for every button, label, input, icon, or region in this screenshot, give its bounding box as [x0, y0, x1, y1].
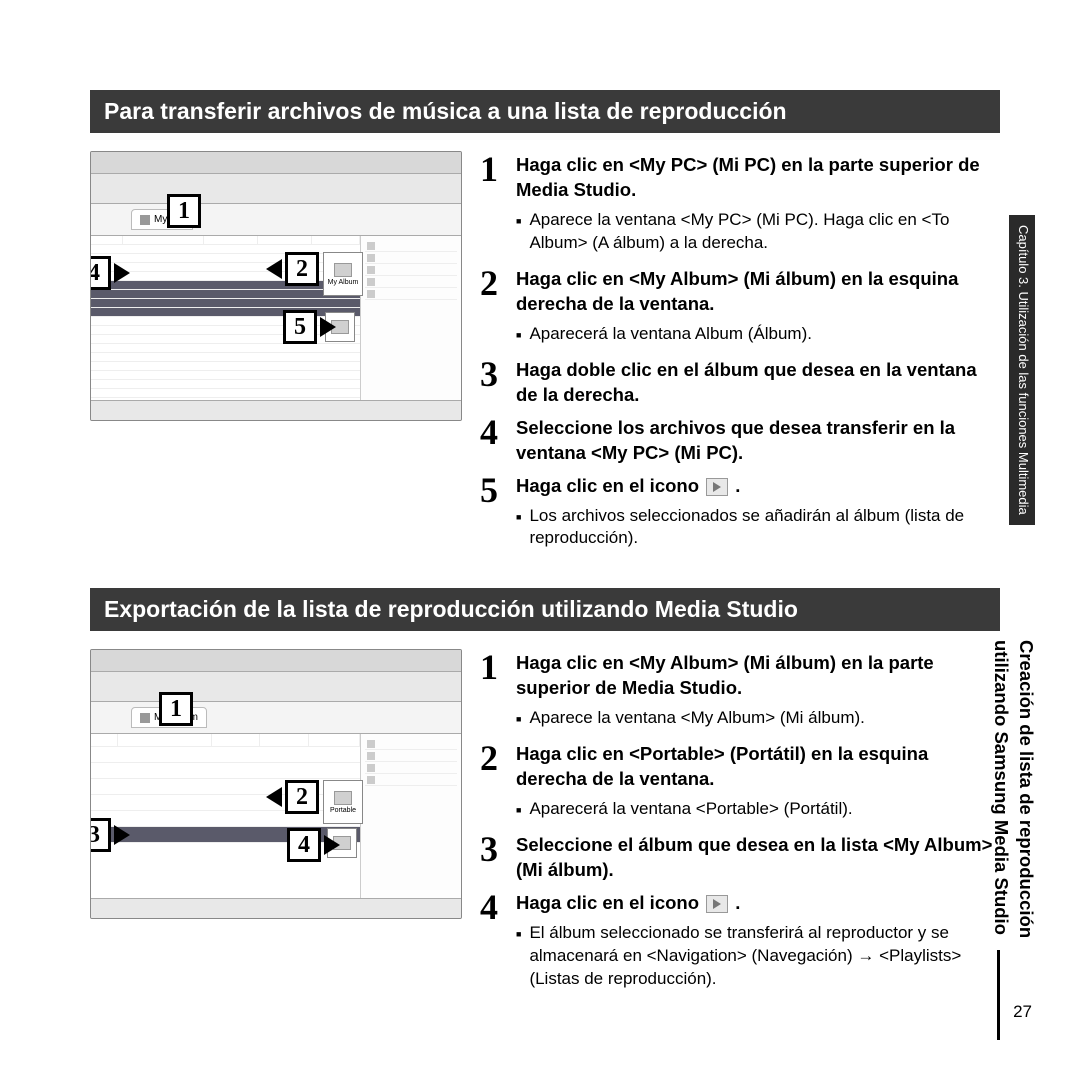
step-number: 3 — [480, 831, 506, 883]
step-number: 2 — [480, 265, 506, 350]
step-sublist: Aparecerá la ventana Album (Álbum). — [516, 323, 1000, 346]
ss2-midlabel: Portable — [330, 807, 356, 814]
steps1: 1Haga clic en <My PC> (Mi PC) en la part… — [480, 151, 1000, 560]
step-sublist: Los archivos seleccionados se añadirán a… — [516, 505, 1000, 551]
step-title: Haga doble clic en el álbum que desea en… — [516, 358, 1000, 408]
step-number: 3 — [480, 356, 506, 408]
step-title: Seleccione los archivos que desea transf… — [516, 416, 1000, 466]
step: 3Seleccione el álbum que desea en la lis… — [480, 831, 1000, 883]
step: 4 Haga clic en el icono . El álbum selecci… — [480, 889, 1000, 995]
transfer-icon — [706, 478, 728, 496]
callout-4: 4 — [90, 256, 111, 290]
section1: My PC My — [90, 151, 1000, 560]
step-number: 4 — [480, 889, 506, 995]
step-sublist: Aparece la ventana <My PC> (Mi PC). Haga… — [516, 209, 1000, 255]
step: 2Haga clic en <Portable> (Portátil) en l… — [480, 740, 1000, 825]
screenshot1: My PC My — [90, 151, 462, 421]
callout-b3: 3 — [90, 818, 111, 852]
step-title: Haga clic en <My Album> (Mi álbum) en la… — [516, 267, 1000, 317]
step-title: Haga clic en el icono . — [516, 474, 1000, 499]
side-title-l1: Creación de lista de reproducción — [1016, 640, 1037, 938]
step: 4Seleccione los archivos que desea trans… — [480, 414, 1000, 466]
step-subitem: Los archivos seleccionados se añadirán a… — [516, 505, 1000, 551]
step-subitem: Aparecerá la ventana <Portable> (Portáti… — [516, 798, 1000, 821]
step-subitem: Aparece la ventana <My Album> (Mi álbum)… — [516, 707, 1000, 730]
step-subitem: Aparecerá la ventana Album (Álbum). — [516, 323, 1000, 346]
ss1-midlabel: My Album — [328, 279, 359, 286]
page-rule — [997, 950, 1000, 1040]
callout-1: 1 — [167, 194, 201, 228]
step-subitem: El álbum seleccionado se transferirá al … — [516, 922, 1000, 991]
page-number: 27 — [1013, 1002, 1032, 1022]
transfer-icon — [706, 895, 728, 913]
step: 1Haga clic en <My PC> (Mi PC) en la part… — [480, 151, 1000, 259]
step-title: Haga clic en el icono . — [516, 891, 1000, 916]
step-title: Seleccione el álbum que desea en la list… — [516, 833, 1000, 883]
step-number: 4 — [480, 414, 506, 466]
step-title: Haga clic en <Portable> (Portátil) en la… — [516, 742, 1000, 792]
section1-heading: Para transferir archivos de música a una… — [90, 90, 1000, 133]
section2-heading: Exportación de la lista de reproducción … — [90, 588, 1000, 631]
step-sublist: Aparecerá la ventana <Portable> (Portáti… — [516, 798, 1000, 821]
callout-b1: 1 — [159, 692, 193, 726]
step-title: Haga clic en <My Album> (Mi álbum) en la… — [516, 651, 1000, 701]
step-number: 1 — [480, 649, 506, 734]
step: 1Haga clic en <My Album> (Mi álbum) en l… — [480, 649, 1000, 734]
section2: My Album — [90, 649, 1000, 1000]
callout-b4: 4 — [287, 828, 321, 862]
side-title-l2: utilizando Samsung Media Studio — [991, 640, 1012, 935]
chapter-tab: Capítulo 3. Utilización de las funciones… — [1009, 215, 1035, 525]
callout-2: 2 — [285, 252, 319, 286]
callout-b2: 2 — [285, 780, 319, 814]
step: 2Haga clic en <My Album> (Mi álbum) en l… — [480, 265, 1000, 350]
screenshot2: My Album — [90, 649, 462, 919]
steps2: 1Haga clic en <My Album> (Mi álbum) en l… — [480, 649, 1000, 1000]
step: 3Haga doble clic en el álbum que desea e… — [480, 356, 1000, 408]
step: 5 Haga clic en el icono . Los archivos sel… — [480, 472, 1000, 555]
callout-5: 5 — [283, 310, 317, 344]
step-subitem: Aparece la ventana <My PC> (Mi PC). Haga… — [516, 209, 1000, 255]
side-title: Creación de lista de reproducción utiliz… — [988, 640, 1038, 938]
step-sublist: Aparece la ventana <My Album> (Mi álbum)… — [516, 707, 1000, 730]
step-sublist: El álbum seleccionado se transferirá al … — [516, 922, 1000, 991]
step-title: Haga clic en <My PC> (Mi PC) en la parte… — [516, 153, 1000, 203]
step-number: 1 — [480, 151, 506, 259]
step-number: 5 — [480, 472, 506, 555]
step-number: 2 — [480, 740, 506, 825]
